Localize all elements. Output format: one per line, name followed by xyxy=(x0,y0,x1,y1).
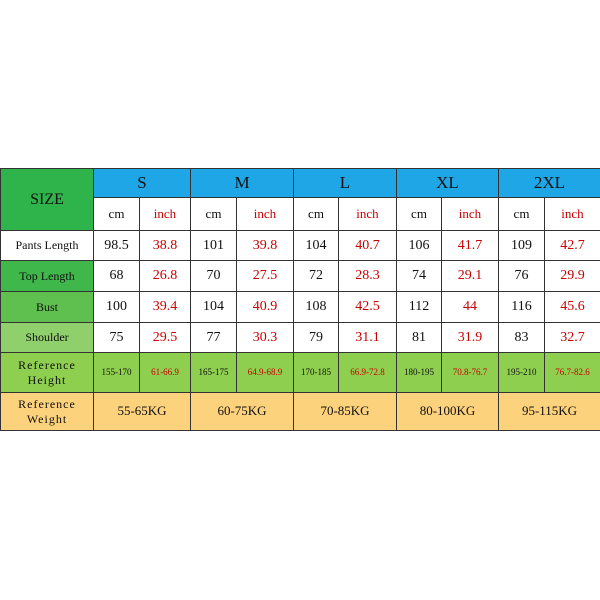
size-header: XL xyxy=(396,168,499,198)
unit-cm: cm xyxy=(93,197,140,231)
cm-value: 112 xyxy=(396,291,442,323)
row-label: Top Length xyxy=(0,260,94,292)
inch-value: 42.7 xyxy=(544,230,600,261)
inch-value: 32.7 xyxy=(544,322,600,353)
inch-value: 29.9 xyxy=(544,260,600,292)
inch-value: 28.3 xyxy=(338,260,397,292)
weight-value: 70-85KG xyxy=(293,392,397,431)
inch-value: 38.8 xyxy=(139,230,191,261)
size-header: 2XL xyxy=(498,168,600,198)
cm-value: 83 xyxy=(498,322,545,353)
unit-inch: inch xyxy=(338,197,397,231)
inch-value: 40.7 xyxy=(338,230,397,261)
height-inch: 76.7-82.6 xyxy=(544,352,600,393)
row-label: Reference Height xyxy=(0,352,94,393)
cm-value: 79 xyxy=(293,322,339,353)
inch-value: 39.8 xyxy=(236,230,294,261)
unit-cm: cm xyxy=(190,197,237,231)
weight-value: 80-100KG xyxy=(396,392,499,431)
height-cm: 180-195 xyxy=(396,352,442,393)
cm-value: 100 xyxy=(93,291,140,323)
height-inch: 61-66.9 xyxy=(139,352,191,393)
weight-value: 55-65KG xyxy=(93,392,191,431)
weight-value: 95-115KG xyxy=(498,392,600,431)
unit-inch: inch xyxy=(139,197,191,231)
weight-value: 60-75KG xyxy=(190,392,294,431)
inch-value: 39.4 xyxy=(139,291,191,323)
inch-value: 26.8 xyxy=(139,260,191,292)
unit-cm: cm xyxy=(498,197,545,231)
row-label: Shoulder xyxy=(0,322,94,353)
cm-value: 70 xyxy=(190,260,237,292)
inch-value: 31.9 xyxy=(441,322,499,353)
cm-value: 108 xyxy=(293,291,339,323)
cm-value: 74 xyxy=(396,260,442,292)
inch-value: 41.7 xyxy=(441,230,499,261)
height-cm: 165-175 xyxy=(190,352,237,393)
height-cm: 170-185 xyxy=(293,352,339,393)
unit-cm: cm xyxy=(293,197,339,231)
cm-value: 101 xyxy=(190,230,237,261)
corner-cell: SIZE xyxy=(0,168,94,231)
cm-value: 68 xyxy=(93,260,140,292)
inch-value: 31.1 xyxy=(338,322,397,353)
cm-value: 77 xyxy=(190,322,237,353)
cm-value: 104 xyxy=(293,230,339,261)
unit-inch: inch xyxy=(236,197,294,231)
cm-value: 104 xyxy=(190,291,237,323)
inch-value: 30.3 xyxy=(236,322,294,353)
inch-value: 29.1 xyxy=(441,260,499,292)
inch-value: 27.5 xyxy=(236,260,294,292)
cm-value: 75 xyxy=(93,322,140,353)
row-label: Reference Weight xyxy=(0,392,94,431)
height-inch: 70.8-76.7 xyxy=(441,352,499,393)
size-header: L xyxy=(293,168,397,198)
inch-value: 45.6 xyxy=(544,291,600,323)
unit-inch: inch xyxy=(544,197,600,231)
cm-value: 81 xyxy=(396,322,442,353)
size-header: M xyxy=(190,168,294,198)
size-header: S xyxy=(93,168,191,198)
height-inch: 66.9-72.8 xyxy=(338,352,397,393)
inch-value: 29.5 xyxy=(139,322,191,353)
cm-value: 98.5 xyxy=(93,230,140,261)
height-inch: 64.9-68.9 xyxy=(236,352,294,393)
unit-cm: cm xyxy=(396,197,442,231)
inch-value: 44 xyxy=(441,291,499,323)
row-label: Pants Length xyxy=(0,230,94,261)
inch-value: 40.9 xyxy=(236,291,294,323)
unit-inch: inch xyxy=(441,197,499,231)
cm-value: 106 xyxy=(396,230,442,261)
cm-value: 76 xyxy=(498,260,545,292)
cm-value: 116 xyxy=(498,291,545,323)
row-label: Bust xyxy=(0,291,94,323)
inch-value: 42.5 xyxy=(338,291,397,323)
height-cm: 155-170 xyxy=(93,352,140,393)
cm-value: 109 xyxy=(498,230,545,261)
cm-value: 72 xyxy=(293,260,339,292)
height-cm: 195-210 xyxy=(498,352,545,393)
